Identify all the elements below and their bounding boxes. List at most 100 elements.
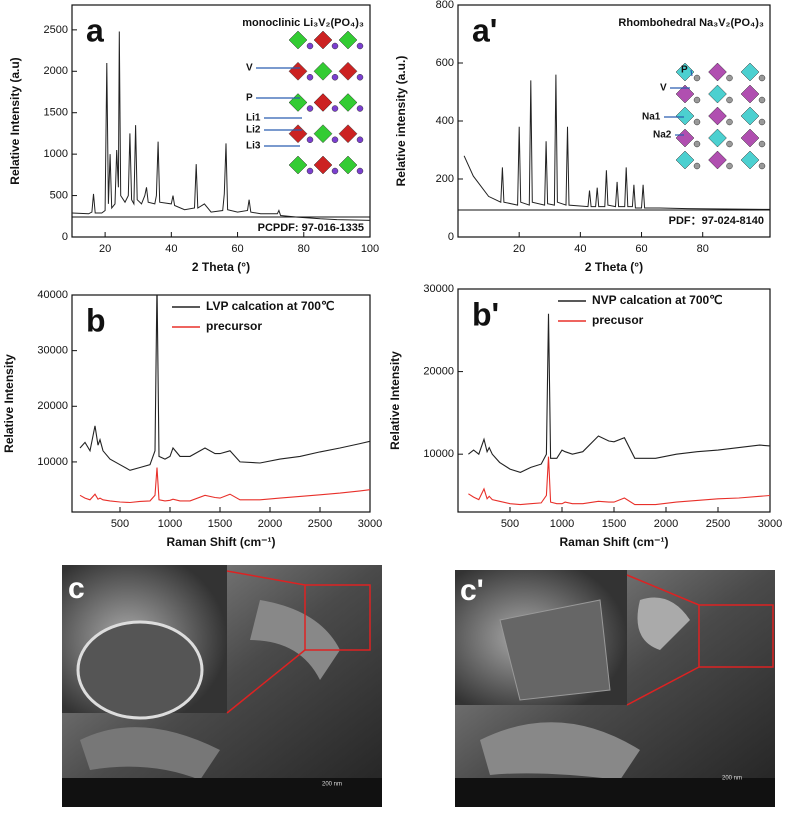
y-axis-label: Relative Intensity (2, 354, 16, 453)
structure-label: Li2 (246, 125, 261, 136)
x-tick-label: 60 (231, 243, 243, 255)
label-pointer (690, 69, 693, 77)
structure-shape (740, 62, 760, 82)
x-tick-label: 1500 (208, 518, 232, 530)
x-tick-label: 2000 (654, 518, 678, 530)
structure-atom (758, 162, 766, 170)
structure-atom (726, 96, 733, 104)
x-axis-label: Raman Shift (cm⁻¹) (166, 535, 275, 549)
structure-label: Li3 (246, 141, 261, 152)
y-tick-label: 10000 (37, 456, 68, 468)
structure-label: V (660, 83, 667, 94)
x-tick-label: 3000 (758, 518, 782, 530)
plot-frame (71, 294, 371, 513)
structure-atom (306, 167, 314, 175)
structure-shape (338, 61, 358, 81)
y-tick-label: 0 (62, 231, 68, 243)
reference-label: PDF：97-024-8140 (669, 215, 764, 227)
annotation-title: monoclinic Li₃V₂(PO₄)₃ (242, 17, 364, 29)
legend-label: precusor (592, 313, 644, 327)
structure-shape (313, 93, 333, 112)
panel-label: c' (460, 574, 484, 607)
spectrum-line (463, 74, 770, 210)
structure-label: Li1 (246, 113, 261, 124)
plot-area (463, 74, 770, 210)
x-tick-label: 100 (361, 243, 379, 255)
y-tick-label: 2000 (44, 65, 68, 77)
x-tick-label: 60 (635, 243, 647, 255)
x-tick-label: 2500 (706, 518, 730, 530)
x-tick-label: 3000 (358, 518, 382, 530)
structure-atom (758, 96, 766, 104)
spectrum-line (79, 295, 370, 471)
structure-label: Na1 (642, 112, 661, 123)
structure-atom (726, 162, 733, 170)
y-tick-label: 800 (436, 0, 454, 11)
x-tick-label: 2500 (308, 518, 332, 530)
x-tick-label: 40 (574, 243, 586, 255)
structure-shape (675, 62, 695, 82)
structure-shape (313, 30, 333, 50)
x-tick-label: 1000 (550, 518, 574, 530)
x-tick-label: 80 (298, 243, 310, 255)
annotation-title: Rhombohedral Na₃V₂(PO₄)₃ (618, 17, 764, 29)
x-tick-label: 500 (111, 518, 129, 530)
panel-label: c (68, 572, 85, 605)
spectrum-line (72, 31, 370, 221)
panel-label: a' (472, 12, 497, 48)
structure-atom (726, 118, 733, 126)
y-tick-label: 400 (436, 115, 454, 127)
structure-atom (306, 42, 314, 50)
structure-atom (726, 74, 733, 82)
y-tick-label: 200 (436, 173, 454, 185)
structure-shape (288, 155, 308, 175)
structure-shape (675, 128, 695, 148)
sem-image (62, 565, 382, 807)
structure-atom (693, 74, 701, 82)
y-tick-label: 30000 (423, 283, 454, 295)
structure-shape (740, 84, 760, 104)
y-tick-label: 10000 (423, 448, 454, 460)
structure-atom (758, 118, 766, 126)
y-tick-label: 500 (50, 189, 68, 201)
y-tick-label: 2500 (44, 24, 68, 36)
structure-shape (288, 30, 308, 50)
structure-atom (306, 105, 314, 112)
structure-label: V (246, 63, 253, 74)
structure-label: Na2 (653, 130, 672, 141)
x-axis-label: Raman Shift (cm⁻¹) (559, 535, 668, 549)
structure-shape (338, 30, 358, 50)
structure-shape (708, 106, 727, 126)
structure-atom (331, 167, 339, 175)
structure-atom (693, 96, 701, 104)
structure-atom (693, 118, 701, 126)
structure-atom (693, 162, 701, 170)
structure-shape (338, 155, 358, 175)
x-tick-label: 500 (501, 518, 519, 530)
structure-label: P (246, 93, 253, 104)
structure-shape (313, 124, 333, 144)
legend-label: LVP calcation at 700℃ (206, 299, 334, 313)
legend-label: precursor (206, 319, 262, 333)
structure-shape (675, 150, 695, 170)
structure-shape (740, 128, 760, 148)
scale-bar-label: 200 nm (722, 776, 742, 782)
y-tick-label: 1500 (44, 107, 68, 119)
spectrum-line (468, 313, 770, 473)
x-tick-label: 1500 (602, 518, 626, 530)
structure-shape (740, 106, 760, 126)
structure-shape (708, 128, 727, 148)
structure-shape (288, 93, 308, 112)
structure-atom (331, 74, 339, 81)
x-tick-label: 2000 (258, 518, 282, 530)
structure-shape (288, 124, 308, 144)
panel-label: b' (472, 296, 499, 332)
structure-atom (356, 74, 364, 81)
x-axis-label: 2 Theta (°) (192, 260, 250, 274)
structure-label: P (681, 65, 688, 76)
structure-shape (740, 150, 760, 170)
structure-atom (356, 42, 364, 50)
x-tick-label: 20 (99, 243, 111, 255)
structure-atom (356, 136, 364, 143)
